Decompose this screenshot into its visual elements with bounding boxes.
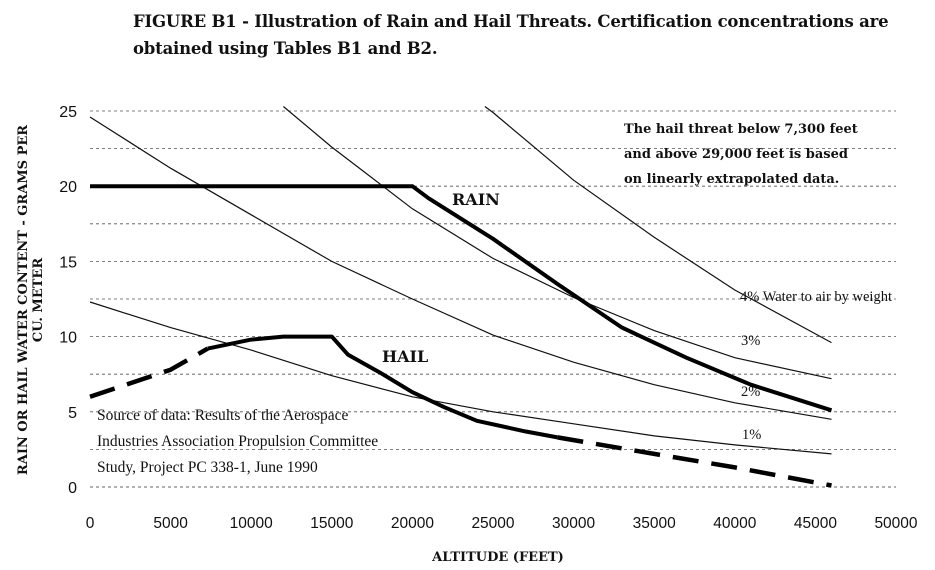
x-tick-label: 15000	[310, 515, 353, 532]
rain-series-label: RAIN	[452, 190, 500, 209]
y-tick-label: 5	[68, 405, 77, 422]
hail-line	[207, 334, 558, 440]
curve-3pct	[283, 106, 832, 380]
x-tick-label: 40000	[713, 515, 756, 532]
source-line-3: Study, Project PC 338-1, June 1990	[97, 459, 318, 476]
y-tick-label: 20	[59, 179, 77, 196]
figure-title-line-2: obtained using Tables B1 and B2.	[133, 39, 438, 58]
x-tick-label: 10000	[230, 515, 273, 532]
note-line-3: on linearly extrapolated data.	[624, 172, 839, 187]
curve-2pct	[89, 116, 832, 420]
source-line-2: Industries Association Propulsion Commit…	[97, 433, 378, 450]
hail-series-label: HAIL	[382, 347, 428, 366]
curve-4pct	[484, 106, 832, 344]
hail-extrapolated-high-line	[557, 435, 832, 488]
y-axis-title-line-1: RAIN OR HAIL WATER CONTENT - GRAMS PER	[16, 125, 31, 475]
x-tick-label: 50000	[874, 515, 917, 532]
y-axis-title: RAIN OR HAIL WATER CONTENT - GRAMS PER C…	[16, 125, 46, 475]
reference-curves	[89, 106, 832, 455]
source-annotation: Source of data: Results of the Aerospace…	[97, 407, 378, 476]
x-tick-label: 5000	[153, 515, 188, 532]
x-tick-label: 45000	[794, 515, 837, 532]
annotation-note: The hail threat below 7,300 feet and abo…	[624, 122, 858, 187]
curve-label-3pct: 3%	[741, 333, 760, 349]
curve-1pct	[89, 301, 832, 455]
axis-ticks: 0 5000 10000 15000 20000 25000 30000 35000 40000…	[59, 104, 918, 532]
figure-title: FIGURE B1 - Illustration of Rain and Hai…	[133, 8, 893, 62]
y-tick-label: 10	[59, 330, 77, 347]
source-line-1: Source of data: Results of the Aerospace	[97, 407, 348, 424]
note-line-1: The hail threat below 7,300 feet	[624, 122, 858, 137]
note-line-2: and above 29,000 feet is based	[624, 147, 848, 162]
x-tick-label: 20000	[391, 515, 434, 532]
y-tick-label: 0	[68, 480, 77, 497]
curve-label-2pct: 2%	[741, 384, 760, 400]
x-tick-label: 0	[86, 515, 95, 532]
x-tick-label: 25000	[471, 515, 514, 532]
y-tick-label: 15	[59, 254, 77, 271]
x-tick-label: 30000	[552, 515, 595, 532]
y-tick-label: 25	[59, 104, 77, 121]
curve-label-4pct: 4% Water to air by weight	[740, 289, 892, 305]
x-axis-title: ALTITUDE (FEET)	[431, 550, 564, 565]
curve-label-1pct: 1%	[742, 427, 761, 443]
data-series	[89, 184, 833, 488]
rain-line	[90, 184, 833, 413]
figure-title-line-1: FIGURE B1 - Illustration of Rain and Hai…	[133, 12, 889, 31]
x-tick-label: 35000	[633, 515, 676, 532]
hail-extrapolated-low-line	[89, 346, 209, 399]
y-axis-title-line-2: CU. METER	[31, 258, 46, 342]
